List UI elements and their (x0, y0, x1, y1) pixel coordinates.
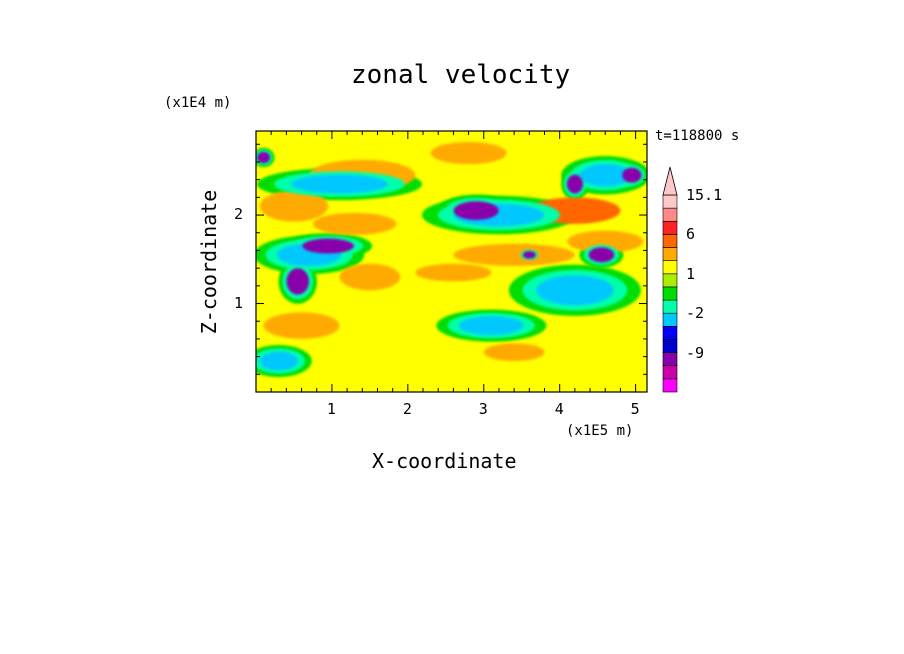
contour-zone (483, 343, 545, 362)
colorbar-swatch (662, 273, 678, 288)
colorbar-swatch (662, 365, 678, 380)
contour-zone (459, 316, 524, 336)
colorbar-swatch (662, 207, 678, 222)
colorbar-swatch (662, 312, 678, 327)
contour-zone (567, 230, 644, 253)
colorbar (662, 166, 678, 393)
x-tick-label: 2 (402, 400, 412, 418)
contour-zone (263, 312, 340, 339)
colorbar-swatch (662, 220, 678, 235)
contour-field (256, 138, 647, 378)
contour-zone (291, 174, 388, 194)
colorbar-label: -9 (686, 343, 705, 362)
x-tick-label: 5 (630, 400, 640, 418)
x-tick-label: 3 (478, 400, 488, 418)
colorbar-label: 1 (686, 264, 696, 283)
y-tick-label: 1 (234, 293, 244, 312)
contour-zone (453, 243, 575, 266)
contour-zone (302, 238, 354, 254)
contour-zone (415, 263, 492, 282)
time-label: t=118800 s (655, 128, 740, 144)
contour-zone (536, 275, 614, 306)
y-axis-label: Z-coordinate (197, 189, 221, 335)
colorbar-swatch (662, 352, 678, 367)
colorbar-swatch (662, 234, 678, 248)
x-axis-ticks (270, 131, 637, 392)
contour-zone (339, 263, 401, 291)
contour-zone (259, 190, 329, 222)
contour-zone (566, 174, 583, 194)
colorbar-label: 15.1 (686, 186, 723, 204)
colorbar-label: -2 (686, 304, 705, 323)
colorbar-swatch (662, 299, 678, 314)
colorbar-label: 6 (686, 225, 696, 244)
plot-frame (255, 130, 648, 393)
contour-zone (622, 167, 642, 183)
x-tick-label: 1 (326, 400, 336, 418)
contour-zone (259, 351, 299, 371)
x-tick-label: 4 (554, 400, 564, 418)
colorbar-swatch (662, 260, 678, 275)
colorbar-swatch (662, 378, 678, 393)
contour-zone (286, 268, 310, 295)
contour-zone (257, 151, 271, 164)
contour-zone (430, 142, 507, 165)
contour-zone (588, 247, 615, 263)
colorbar-swatch (662, 339, 678, 353)
contour-zone (579, 163, 632, 187)
x-multiplier-label: (x1E5 m) (566, 423, 634, 439)
chart-title: zonal velocity (351, 60, 571, 90)
contour-zone (522, 251, 536, 259)
colorbar-swatch (662, 194, 678, 209)
colorbar-extend-arrow (662, 166, 678, 196)
contour-zone (453, 201, 499, 221)
y-tick-label: 2 (234, 205, 244, 224)
colorbar-swatch (662, 247, 678, 261)
contour-zone (312, 212, 397, 235)
y-multiplier-label: (x1E4 m) (164, 95, 232, 111)
y-axis-ticks (256, 143, 647, 375)
colorbar-swatch (662, 326, 678, 340)
x-axis-label: X-coordinate (372, 449, 517, 473)
colorbar-swatch (662, 286, 678, 301)
